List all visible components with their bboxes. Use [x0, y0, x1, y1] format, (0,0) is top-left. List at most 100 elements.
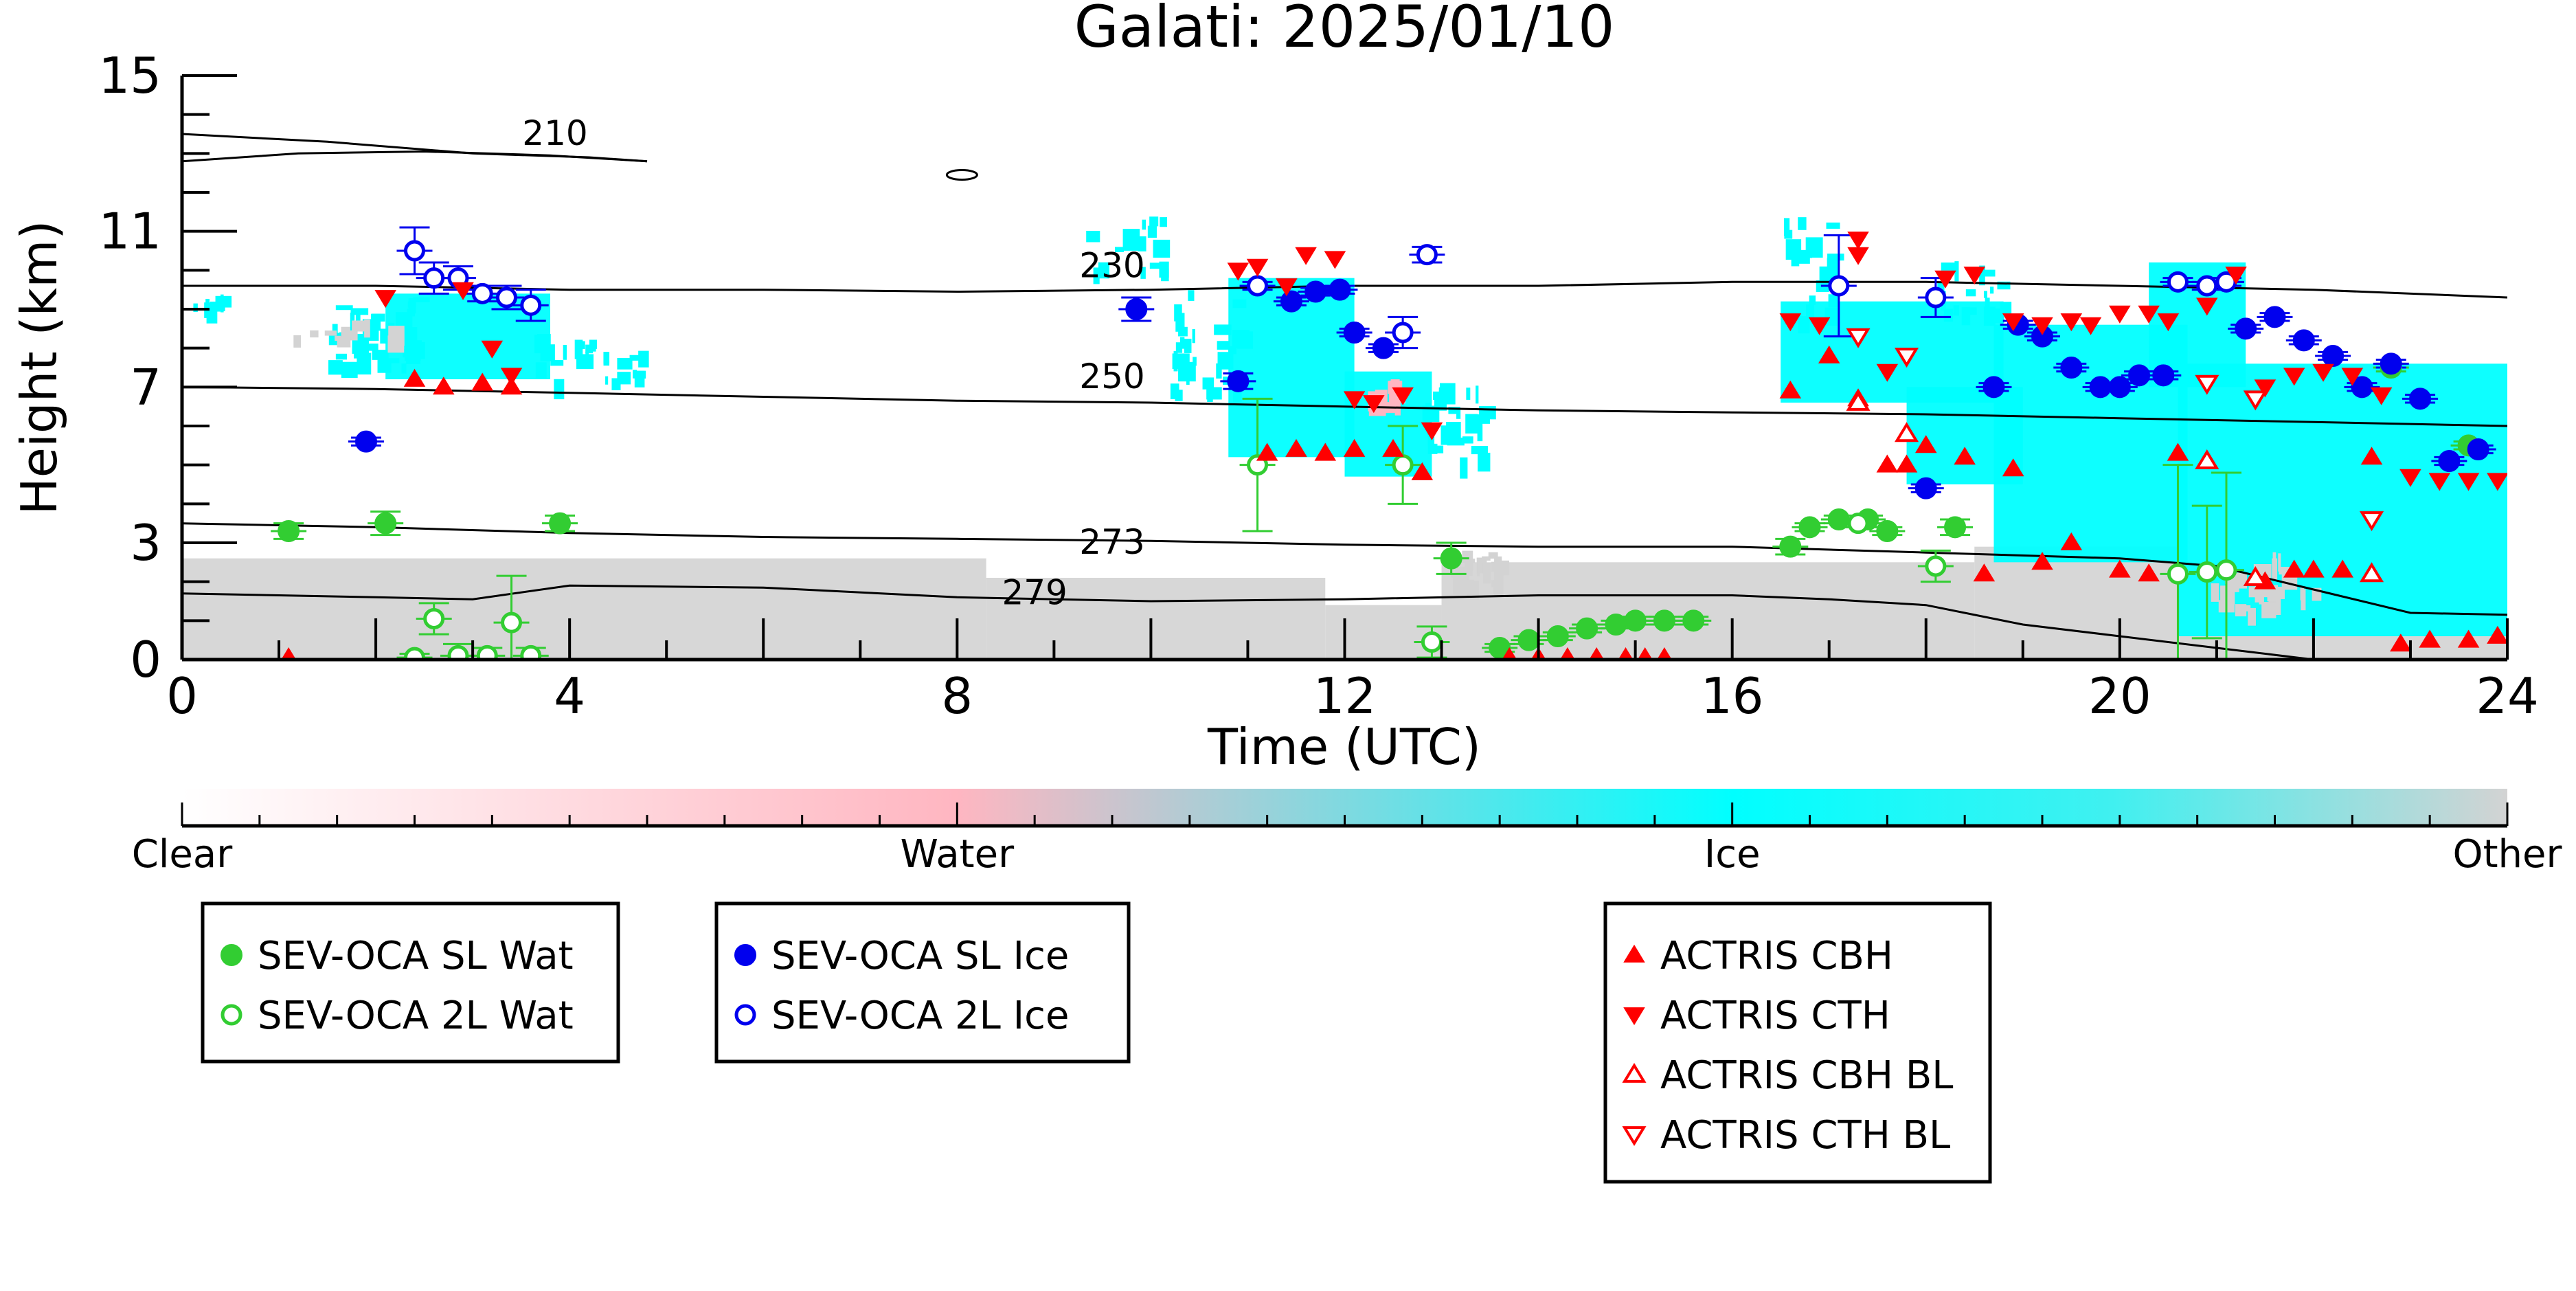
bg-speckle: [535, 362, 547, 379]
bg-speckle: [335, 353, 348, 360]
bg-speckle: [592, 346, 596, 352]
point-actris-cth: [1246, 258, 1269, 277]
point-sev-oca-sl-ice: [2292, 329, 2315, 352]
bg-speckle: [550, 359, 564, 366]
bg-speckle: [355, 313, 361, 327]
point-sev-oca-sl-wat: [278, 520, 300, 542]
point-actris-cbh: [1914, 435, 1937, 453]
point-sev-oca-2l-ice: [471, 282, 493, 304]
bg-speckle: [371, 313, 381, 331]
bg-speckle: [563, 345, 567, 360]
point-sev-oca-2l-ice: [2167, 271, 2189, 293]
bg-speckle: [1147, 225, 1157, 238]
point-actris-cth: [2002, 313, 2024, 332]
legend-marker-actris-cbh-bl: [1622, 1062, 1647, 1083]
bg-speckle: [1809, 246, 1812, 258]
point-sev-oca-sl-ice: [2322, 345, 2345, 367]
point-sev-oca-sl-ice: [1125, 298, 1148, 320]
colorbar-label-ice: Ice: [1704, 832, 1761, 877]
point-actris-cth: [1876, 363, 1899, 382]
bg-speckle: [1207, 380, 1213, 402]
bg-speckle: [1798, 217, 1807, 230]
point-sev-oca-sl-ice: [2467, 438, 2489, 460]
bg-speckle: [1175, 390, 1183, 401]
bg-speckle: [605, 376, 609, 385]
x-axis-label: Time (UTC): [1207, 718, 1481, 776]
point-sev-oca-2l-ice: [1925, 287, 1947, 308]
point-actris-cbh-bl: [2243, 565, 2268, 586]
bg-speckle: [407, 301, 416, 308]
isotherm-label-230: 230: [1079, 246, 1144, 286]
bg-speckle: [589, 339, 598, 349]
point-sev-oca-2l-wat: [404, 647, 425, 660]
bg-speckle: [1965, 289, 1976, 297]
bg-speckle: [617, 357, 633, 370]
legend-label-actris-cbh-bl: ACTRIS CBH BL: [1660, 1053, 1953, 1098]
bg-speckle: [2261, 602, 2276, 618]
point-actris-cth: [1363, 395, 1385, 414]
point-actris-cbh: [2167, 442, 2189, 461]
point-sev-oca-2l-wat: [476, 644, 498, 660]
bg-speckle: [1466, 388, 1471, 400]
bg-region-1: [986, 578, 1326, 660]
point-actris-cbh: [1382, 438, 1404, 457]
point-actris-cbh: [2457, 629, 2480, 648]
bg-speckle: [2235, 604, 2247, 617]
bg-speckle: [1216, 363, 1222, 379]
point-actris-cbh: [1589, 647, 1605, 660]
colorbar-ticks: [181, 802, 2509, 826]
point-sev-oca-2l-ice: [1828, 275, 1850, 297]
bg-speckle: [633, 370, 637, 379]
point-actris-cbh: [1256, 442, 1278, 461]
point-actris-cth: [2109, 305, 2131, 324]
bg-speckle: [1462, 550, 1473, 559]
legend-label-sev-oca-sl-ice: SEV-OCA SL Ice: [771, 934, 1069, 978]
isotherm-210b: [182, 150, 648, 163]
bg-speckle: [1477, 420, 1483, 442]
isotherm-279: [182, 584, 2314, 660]
bg-region-2: [1325, 605, 1442, 660]
bg-speckle: [1448, 407, 1460, 414]
colorbar-labels: Clear Water Ice Other: [132, 832, 2563, 877]
point-sev-oca-sl-ice: [2152, 364, 2175, 387]
bg-speckle: [1179, 337, 1185, 349]
point-actris-cth: [1847, 232, 1869, 250]
chart-title: Galati: 2025/01/10: [1074, 0, 1615, 60]
bg-speckle: [1114, 247, 1125, 252]
bg-speckle: [1149, 262, 1166, 269]
point-actris-cth: [1276, 278, 1298, 297]
point-actris-cbh: [1973, 563, 1996, 582]
point-actris-cth: [2031, 317, 2053, 335]
point-actris-cth: [2399, 469, 2421, 487]
point-actris-cbh: [281, 647, 297, 660]
legend-marker-actris-cbh: [1623, 944, 1645, 963]
legend-box-2: SEV-OCA SL Ice SEV-OCA 2L Ice: [714, 901, 1131, 1064]
bg-speckle: [1954, 261, 1959, 282]
bg-speckle: [1465, 559, 1473, 571]
bg-speckle: [352, 320, 365, 332]
bg-speckle: [1488, 552, 1498, 559]
bg-speckle: [293, 335, 302, 348]
bg-speckle: [1098, 262, 1109, 279]
bg-speckle: [1793, 252, 1804, 260]
bg-speckle: [1093, 267, 1100, 284]
point-actris-cbh: [1285, 438, 1307, 457]
x-tick-label: 16: [1701, 667, 1764, 725]
bg-speckle: [1491, 580, 1501, 587]
bg-speckle: [1175, 342, 1183, 353]
point-actris-cbh: [433, 377, 455, 395]
bg-speckle: [1462, 436, 1473, 444]
bg-speckle: [401, 363, 407, 374]
colorbar-label-water: Water: [901, 832, 1015, 877]
point-actris-cbh: [2283, 559, 2305, 578]
point-actris-cth: [2195, 298, 2218, 316]
x-tick-label: 12: [1313, 667, 1377, 725]
bg-speckle: [2226, 575, 2233, 597]
point-actris-cbh: [2360, 447, 2383, 465]
point-sev-oca-2l-ice: [1247, 275, 1269, 297]
isotherm-250: [182, 385, 2507, 427]
bg-region-5: [2178, 636, 2507, 660]
point-sev-oca-sl-wat: [1624, 609, 1647, 632]
bg-speckle: [1440, 425, 1449, 445]
